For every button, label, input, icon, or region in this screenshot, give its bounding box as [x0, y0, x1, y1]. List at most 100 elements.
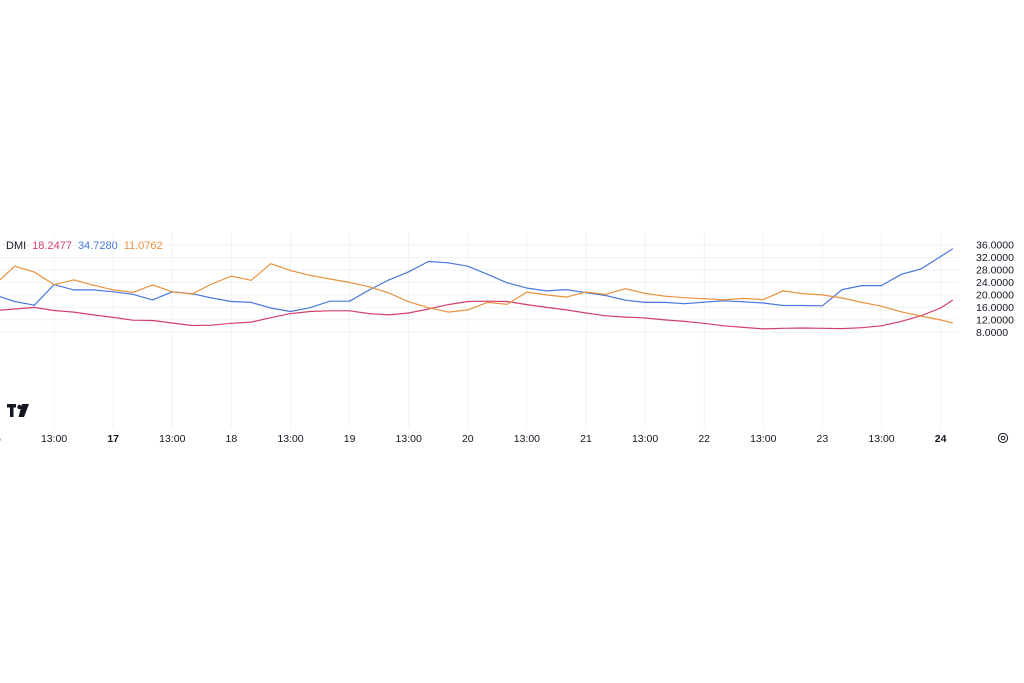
data-point — [743, 297, 745, 299]
series-di — [0, 263, 954, 324]
data-point — [250, 321, 252, 323]
data-point — [683, 297, 686, 299]
indicator-name[interactable]: DMI — [6, 240, 27, 252]
data-point — [743, 326, 745, 328]
x-tick-label: 19 — [344, 433, 356, 445]
data-point — [486, 300, 489, 302]
tradingview-logo-icon[interactable] — [7, 404, 31, 423]
data-point — [940, 307, 942, 309]
x-tick-label: 23 — [817, 433, 829, 445]
data-point — [546, 294, 548, 296]
data-point — [624, 299, 627, 301]
data-point — [762, 299, 764, 301]
x-tick-label: 13:00 — [868, 433, 894, 445]
data-point — [447, 262, 449, 264]
data-point — [821, 294, 824, 296]
data-point — [33, 306, 36, 308]
data-point — [546, 290, 548, 292]
data-point — [92, 284, 95, 286]
data-point — [349, 310, 351, 312]
indicator-legend[interactable]: DMI 18.2477 34.7280 11.0762 — [6, 240, 163, 252]
data-point — [782, 304, 784, 307]
settings-gear-icon[interactable] — [997, 431, 1009, 449]
data-point — [368, 313, 370, 315]
data-point — [408, 312, 410, 314]
data-point — [152, 284, 154, 286]
data-point — [270, 317, 272, 319]
data-point — [368, 286, 370, 288]
x-tick-label: 13:00 — [632, 433, 658, 445]
data-point — [821, 327, 824, 329]
data-point — [723, 300, 725, 302]
data-point — [644, 317, 646, 319]
x-tick-label: 21 — [580, 433, 592, 445]
data-point — [951, 322, 954, 324]
data-point — [112, 316, 114, 318]
data-point — [427, 307, 429, 309]
data-point — [467, 300, 469, 303]
x-tick-label: 13:00 — [750, 433, 776, 445]
data-point — [92, 289, 95, 291]
data-point — [951, 248, 954, 250]
x-tick-label: 18 — [226, 433, 238, 445]
y-tick-label: 28.0000 — [976, 264, 1014, 276]
x-tick-label: 13:00 — [41, 433, 67, 445]
data-point — [861, 285, 863, 287]
x-tick-label: 13:00 — [396, 433, 422, 445]
x-tick-label: 20 — [462, 433, 474, 445]
data-point — [861, 301, 863, 303]
data-point — [940, 255, 942, 258]
data-point — [408, 301, 410, 303]
data-point — [230, 300, 232, 303]
data-point — [802, 304, 804, 307]
series-line[interactable] — [0, 263, 953, 324]
series-adx — [0, 299, 954, 330]
data-point — [683, 320, 686, 322]
data-point — [841, 289, 843, 291]
data-point — [329, 278, 331, 280]
data-point — [388, 279, 390, 281]
data-point — [289, 270, 292, 272]
data-point — [703, 322, 705, 324]
data-point — [191, 324, 193, 327]
data-point — [14, 265, 16, 267]
data-point — [880, 285, 883, 287]
data-point — [211, 283, 213, 285]
y-tick-label: 32.0000 — [976, 252, 1014, 264]
data-point — [605, 293, 607, 295]
data-point — [743, 301, 745, 303]
data-point — [703, 298, 705, 300]
x-tick-label: 24 — [935, 433, 947, 445]
data-point — [664, 301, 666, 303]
data-point — [920, 268, 922, 270]
data-point — [329, 310, 331, 312]
data-point — [349, 300, 351, 302]
data-point — [644, 292, 646, 294]
y-tick-label: 8.0000 — [976, 327, 1008, 339]
data-point — [132, 319, 134, 321]
series-line[interactable] — [0, 248, 953, 313]
data-point — [33, 304, 36, 306]
data-point — [152, 299, 154, 301]
data-point — [427, 308, 429, 310]
data-point — [171, 291, 173, 293]
data-point — [624, 288, 627, 290]
data-point — [388, 314, 390, 316]
data-point — [467, 309, 469, 311]
data-point — [230, 322, 232, 324]
series-line[interactable] — [0, 299, 953, 330]
data-point — [506, 303, 508, 305]
data-point — [309, 274, 311, 276]
data-point — [112, 289, 114, 291]
data-point — [880, 325, 883, 327]
data-point — [605, 315, 607, 317]
data-point — [802, 293, 804, 295]
data-point — [565, 309, 567, 311]
minus-di-value: 11.0762 — [123, 240, 163, 252]
plus-di-value: 34.7280 — [77, 240, 118, 252]
data-point — [506, 282, 508, 284]
data-point — [388, 292, 390, 294]
data-point — [112, 291, 114, 293]
